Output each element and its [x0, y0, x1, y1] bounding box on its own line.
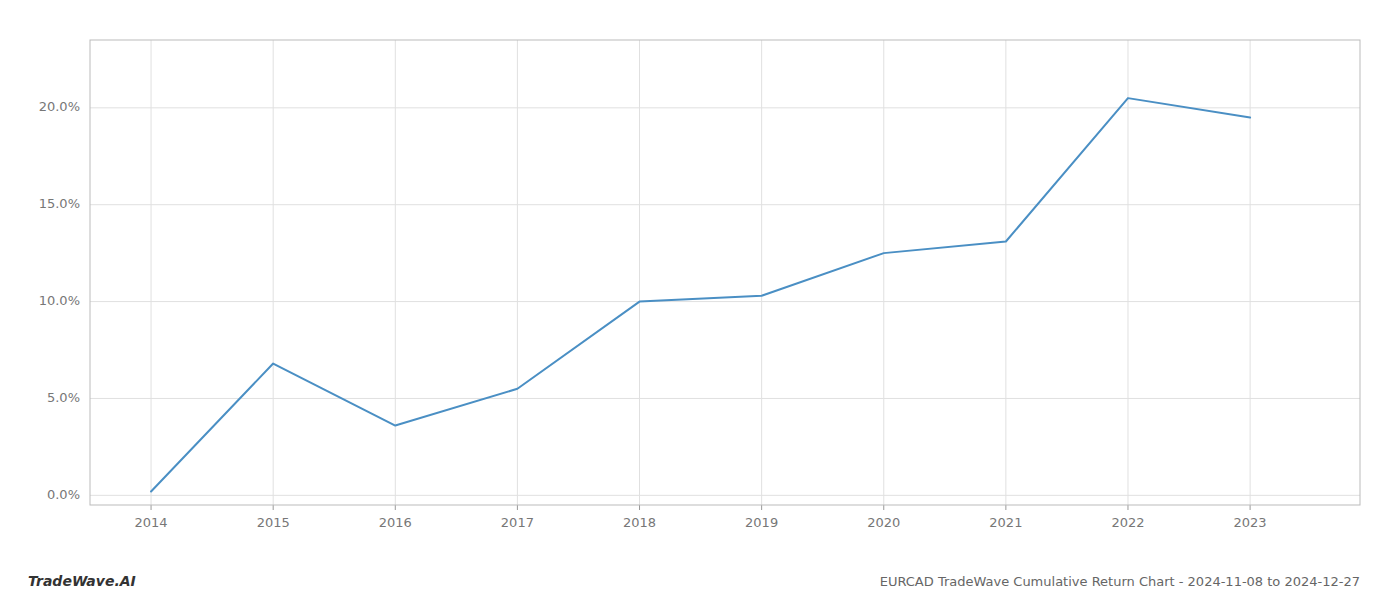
x-grid-line	[151, 40, 152, 505]
y-tick-label: 10.0%	[39, 293, 80, 308]
x-grid-line	[395, 40, 396, 505]
x-grid-line	[639, 40, 640, 505]
y-grid-line	[90, 204, 1360, 205]
y-grid-line	[90, 301, 1360, 302]
background	[0, 0, 1400, 600]
series-line	[151, 98, 1250, 491]
x-tick-mark	[1250, 505, 1251, 510]
y-grid-line	[90, 495, 1360, 496]
x-tick-label: 2015	[257, 515, 290, 530]
y-tick-label: 20.0%	[39, 99, 80, 114]
x-grid-line	[1250, 40, 1251, 505]
y-tick-label: 5.0%	[47, 390, 80, 405]
x-tick-mark	[883, 505, 884, 510]
chart-container: 0.0% 5.0% 10.0% 15.0% 20.0% 2014 2015 2016 2017 2…	[0, 0, 1400, 600]
series-group	[151, 98, 1250, 491]
y-tick-label: 15.0%	[39, 196, 80, 211]
y-grid-line	[90, 398, 1360, 399]
x-grid-line	[1005, 40, 1006, 505]
chart-svg: 0.0% 5.0% 10.0% 15.0% 20.0% 2014 2015 2016 2017 2…	[0, 0, 1400, 600]
x-grid-line	[1127, 40, 1128, 505]
x-tick-label: 2023	[1234, 515, 1267, 530]
x-tick-mark	[639, 505, 640, 510]
x-tick-mark	[151, 505, 152, 510]
watermark: TradeWave.AI	[28, 573, 136, 589]
x-tick-label: 2016	[379, 515, 412, 530]
x-tick-mark	[517, 505, 518, 510]
x-tick-label: 2017	[501, 515, 534, 530]
x-tick-label: 2018	[623, 515, 656, 530]
y-grid-line	[90, 107, 1360, 108]
x-grid-line	[761, 40, 762, 505]
x-tick-label: 2020	[867, 515, 900, 530]
x-grid-line	[517, 40, 518, 505]
x-tick-mark	[395, 505, 396, 510]
chart-title: EURCAD TradeWave Cumulative Return Chart…	[880, 574, 1360, 589]
axes: 0.0% 5.0% 10.0% 15.0% 20.0% 2014 2015 2016 2017 2…	[39, 40, 1360, 530]
x-tick-label: 2021	[989, 515, 1022, 530]
x-tick-mark	[1005, 505, 1006, 510]
y-tick-label: 0.0%	[47, 487, 80, 502]
x-grid-line	[883, 40, 884, 505]
plot-frame	[90, 40, 1360, 505]
grid	[90, 40, 1360, 505]
x-tick-mark	[761, 505, 762, 510]
x-tick-mark	[1127, 505, 1128, 510]
x-tick-label: 2014	[135, 515, 168, 530]
x-grid-line	[273, 40, 274, 505]
x-tick-label: 2019	[745, 515, 778, 530]
x-tick-label: 2022	[1111, 515, 1144, 530]
x-tick-mark	[273, 505, 274, 510]
